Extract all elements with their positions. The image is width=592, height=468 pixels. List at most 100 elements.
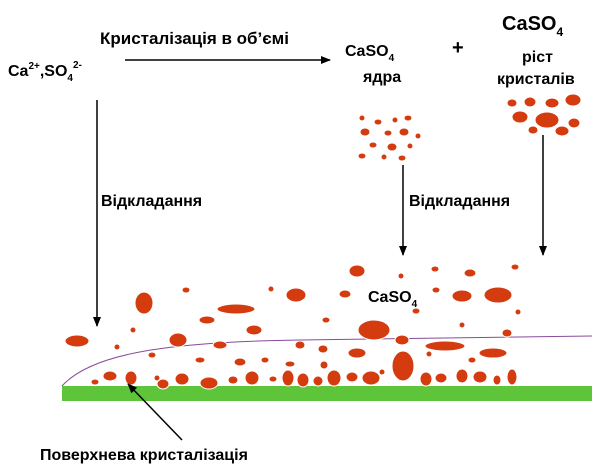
crystal: [91, 379, 99, 385]
diagram: Ca2+,SO42- Кристалізація в об’ємі CaSO4 …: [0, 0, 592, 468]
crystal: [268, 286, 274, 292]
crystal: [125, 371, 137, 385]
crystal: [195, 357, 205, 363]
crystal: [565, 94, 581, 106]
crystal: [512, 111, 528, 123]
sub: 4: [556, 25, 563, 39]
crystal: [286, 288, 306, 302]
crystal: [392, 117, 398, 123]
so: ,SO: [40, 63, 68, 80]
formula: CaSO: [345, 43, 389, 60]
deposit-formula: CaSO4: [368, 289, 418, 310]
crystal: [182, 287, 190, 293]
formula: CaSO: [368, 289, 412, 306]
nuclei-name: ядра: [362, 69, 401, 86]
crystal: [515, 309, 521, 315]
crystal: [502, 329, 512, 337]
so-charge: 2-: [73, 60, 82, 71]
crystal: [322, 317, 330, 323]
crystal: [468, 357, 476, 363]
nuclei-formula: CaSO4: [345, 43, 395, 64]
growth-line1: ріст: [522, 49, 553, 66]
crystal: [349, 265, 365, 277]
crystal: [404, 115, 412, 121]
crystal: [359, 115, 365, 121]
crystal: [507, 99, 517, 107]
sub: 4: [389, 53, 395, 64]
crystal: [313, 376, 323, 386]
crystal: [507, 369, 517, 385]
crystal: [374, 119, 382, 125]
crystal: [511, 264, 519, 270]
plus: +: [452, 37, 464, 59]
crystal: [318, 345, 328, 353]
crystal: [459, 322, 465, 328]
crystal: [285, 361, 295, 367]
surface-label: Поверхнева кристалізація: [40, 447, 248, 464]
crystal: [473, 371, 487, 383]
crystal: [398, 273, 404, 279]
crystal: [135, 292, 153, 314]
crystal: [130, 327, 136, 333]
crystal: [261, 357, 269, 363]
crystal: [452, 290, 472, 302]
crystal: [228, 376, 238, 384]
crystal: [360, 128, 370, 136]
crystal: [282, 370, 294, 386]
crystal: [234, 358, 246, 366]
crystal: [297, 373, 309, 387]
crystal: [435, 373, 447, 383]
crystal: [535, 112, 559, 128]
crystal: [528, 126, 538, 134]
crystal: [269, 376, 277, 382]
formula: CaSO: [502, 13, 556, 35]
deposition-label: Відкладання: [409, 193, 510, 210]
deposition-label: Відкладання: [101, 193, 202, 210]
crystal: [387, 143, 397, 151]
crystal: [524, 97, 536, 107]
crystal: [348, 348, 366, 358]
crystal: [157, 379, 169, 389]
crystal: [358, 320, 390, 340]
crystal: [399, 128, 409, 136]
crystal: [246, 325, 262, 335]
so-sub: 4: [67, 73, 73, 84]
crystal: [339, 290, 351, 298]
crystal: [369, 142, 377, 148]
crystal: [245, 371, 259, 385]
ca-charge: 2+: [28, 61, 40, 72]
growth-line2: кристалів: [497, 71, 575, 88]
crystal: [217, 304, 255, 314]
crystal: [420, 372, 432, 386]
growth-formula: CaSO4: [502, 13, 563, 39]
particles: [65, 94, 581, 389]
crystal: [384, 130, 392, 136]
crystal: [114, 344, 120, 350]
ca: Ca: [8, 63, 29, 80]
volume-label: Кристалізація в об’ємі: [100, 29, 289, 48]
crystal: [425, 341, 465, 351]
crystal: [545, 98, 559, 108]
crystal: [213, 341, 227, 349]
crystal: [398, 155, 406, 161]
crystal: [392, 351, 414, 381]
crystal: [431, 266, 439, 272]
crystal: [169, 333, 187, 347]
sub: 4: [412, 299, 418, 310]
crystal: [103, 371, 117, 381]
crystal: [555, 126, 569, 136]
crystal: [479, 348, 507, 358]
crystal: [175, 373, 189, 385]
crystal: [426, 351, 432, 357]
crystal: [200, 377, 218, 389]
crystal: [415, 133, 421, 139]
crystal: [407, 143, 413, 149]
crystal: [568, 118, 580, 128]
ions-label: Ca2+,SO42-: [8, 60, 82, 84]
crystal: [456, 369, 468, 383]
crystal: [65, 335, 89, 347]
crystal: [148, 352, 156, 358]
crystal: [395, 335, 409, 345]
crystal: [327, 370, 341, 386]
crystal: [320, 361, 328, 369]
